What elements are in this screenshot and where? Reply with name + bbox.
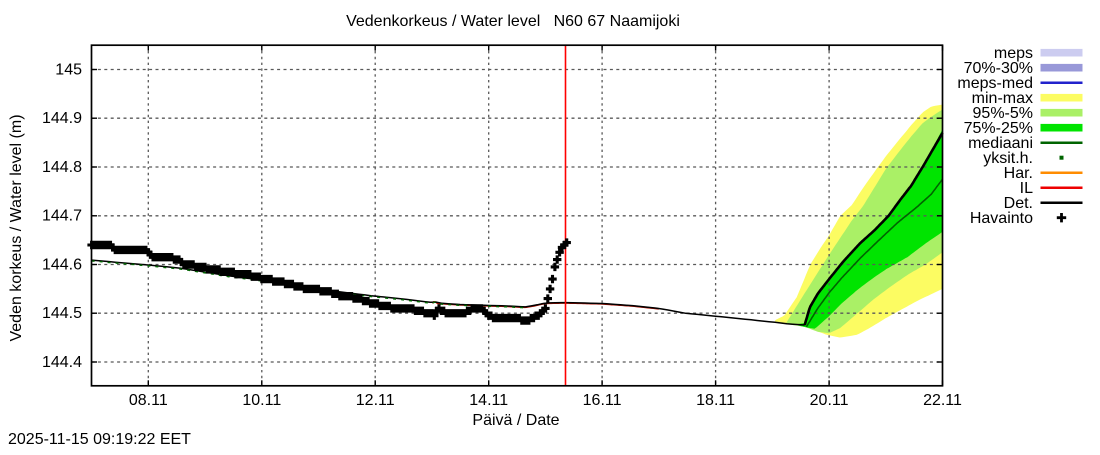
svg-text:meps-med: meps-med [957,75,1033,92]
svg-text:IL: IL [1020,180,1033,197]
svg-text:min-max: min-max [972,90,1033,107]
svg-text:70%-30%: 70%-30% [964,60,1033,77]
svg-text:18.11: 18.11 [696,392,735,409]
svg-text:22.11: 22.11 [923,392,962,409]
svg-text:12.11: 12.11 [356,392,395,409]
svg-text:144.9: 144.9 [42,110,82,127]
svg-text:144.8: 144.8 [42,159,82,176]
svg-text:Det.: Det. [1004,195,1033,212]
svg-text:75%-25%: 75%-25% [964,120,1033,137]
svg-text:08.11: 08.11 [129,392,168,409]
svg-text:meps: meps [994,45,1033,62]
svg-text:16.11: 16.11 [583,392,622,409]
svg-text:144.5: 144.5 [42,305,82,322]
svg-text:144.7: 144.7 [42,208,82,225]
svg-text:10.11: 10.11 [242,392,281,409]
svg-text:14.11: 14.11 [469,392,508,409]
svg-text:145: 145 [55,61,82,78]
svg-text:Vedenkorkeus / Water level N: Vedenkorkeus / Water level N60 67 Naamij… [346,13,680,30]
svg-text:Havainto: Havainto [970,210,1033,227]
svg-text:Veden korkeus / Water level (m: Veden korkeus / Water level (m) [8,114,25,341]
svg-text:Har.: Har. [1004,165,1033,182]
svg-text:yksit.h.: yksit.h. [983,150,1033,167]
svg-text:144.4: 144.4 [42,354,82,371]
svg-text:144.6: 144.6 [42,256,82,273]
svg-text:2025-11-15 09:19:22 EET: 2025-11-15 09:19:22 EET [8,431,191,448]
svg-text:mediaani: mediaani [968,135,1033,152]
svg-text:20.11: 20.11 [810,392,849,409]
svg-text:Päivä / Date: Päivä / Date [472,412,559,429]
svg-text:95%-5%: 95%-5% [973,105,1033,122]
